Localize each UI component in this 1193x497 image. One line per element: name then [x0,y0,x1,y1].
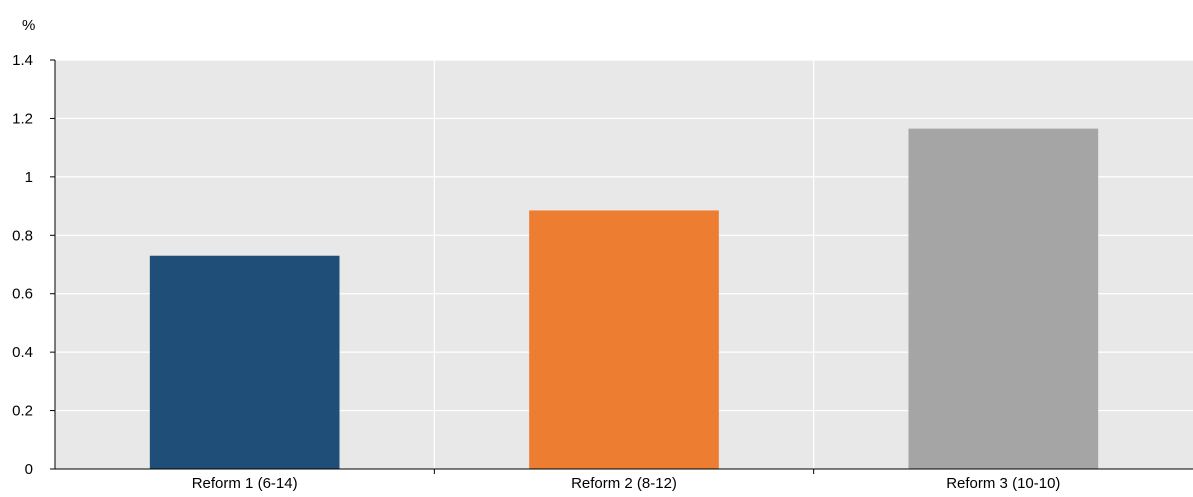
category-separators [433,60,815,469]
y-tick-label: 0.6 [12,286,33,303]
x-category-label: Reform 2 (8-12) [571,475,677,492]
x-category-label: Reform 1 (6-14) [192,475,298,492]
y-axis-unit-label: % [22,17,35,34]
x-axis-ticks: Reform 1 (6-14) Reform 2 (8-12) Reform 3 (… [192,469,1060,492]
x-category-label: Reform 3 (10-10) [946,475,1060,492]
bars [149,128,1099,470]
y-tick-label: 1.2 [12,110,33,127]
y-tick-label: 0 [25,461,33,478]
y-tick-label: 0.4 [12,344,33,361]
y-axis-ticks: 0 0.2 0.4 0.6 0.8 1 1.2 1.4 [12,52,55,478]
y-tick-label: 1 [25,169,33,186]
y-tick-label: 0.2 [12,403,33,420]
bar-1 [149,255,340,469]
y-tick-label: 1.4 [12,52,33,69]
bar-2 [529,210,719,470]
y-tick-label: 0.8 [12,227,33,244]
bar-3 [908,128,1099,469]
